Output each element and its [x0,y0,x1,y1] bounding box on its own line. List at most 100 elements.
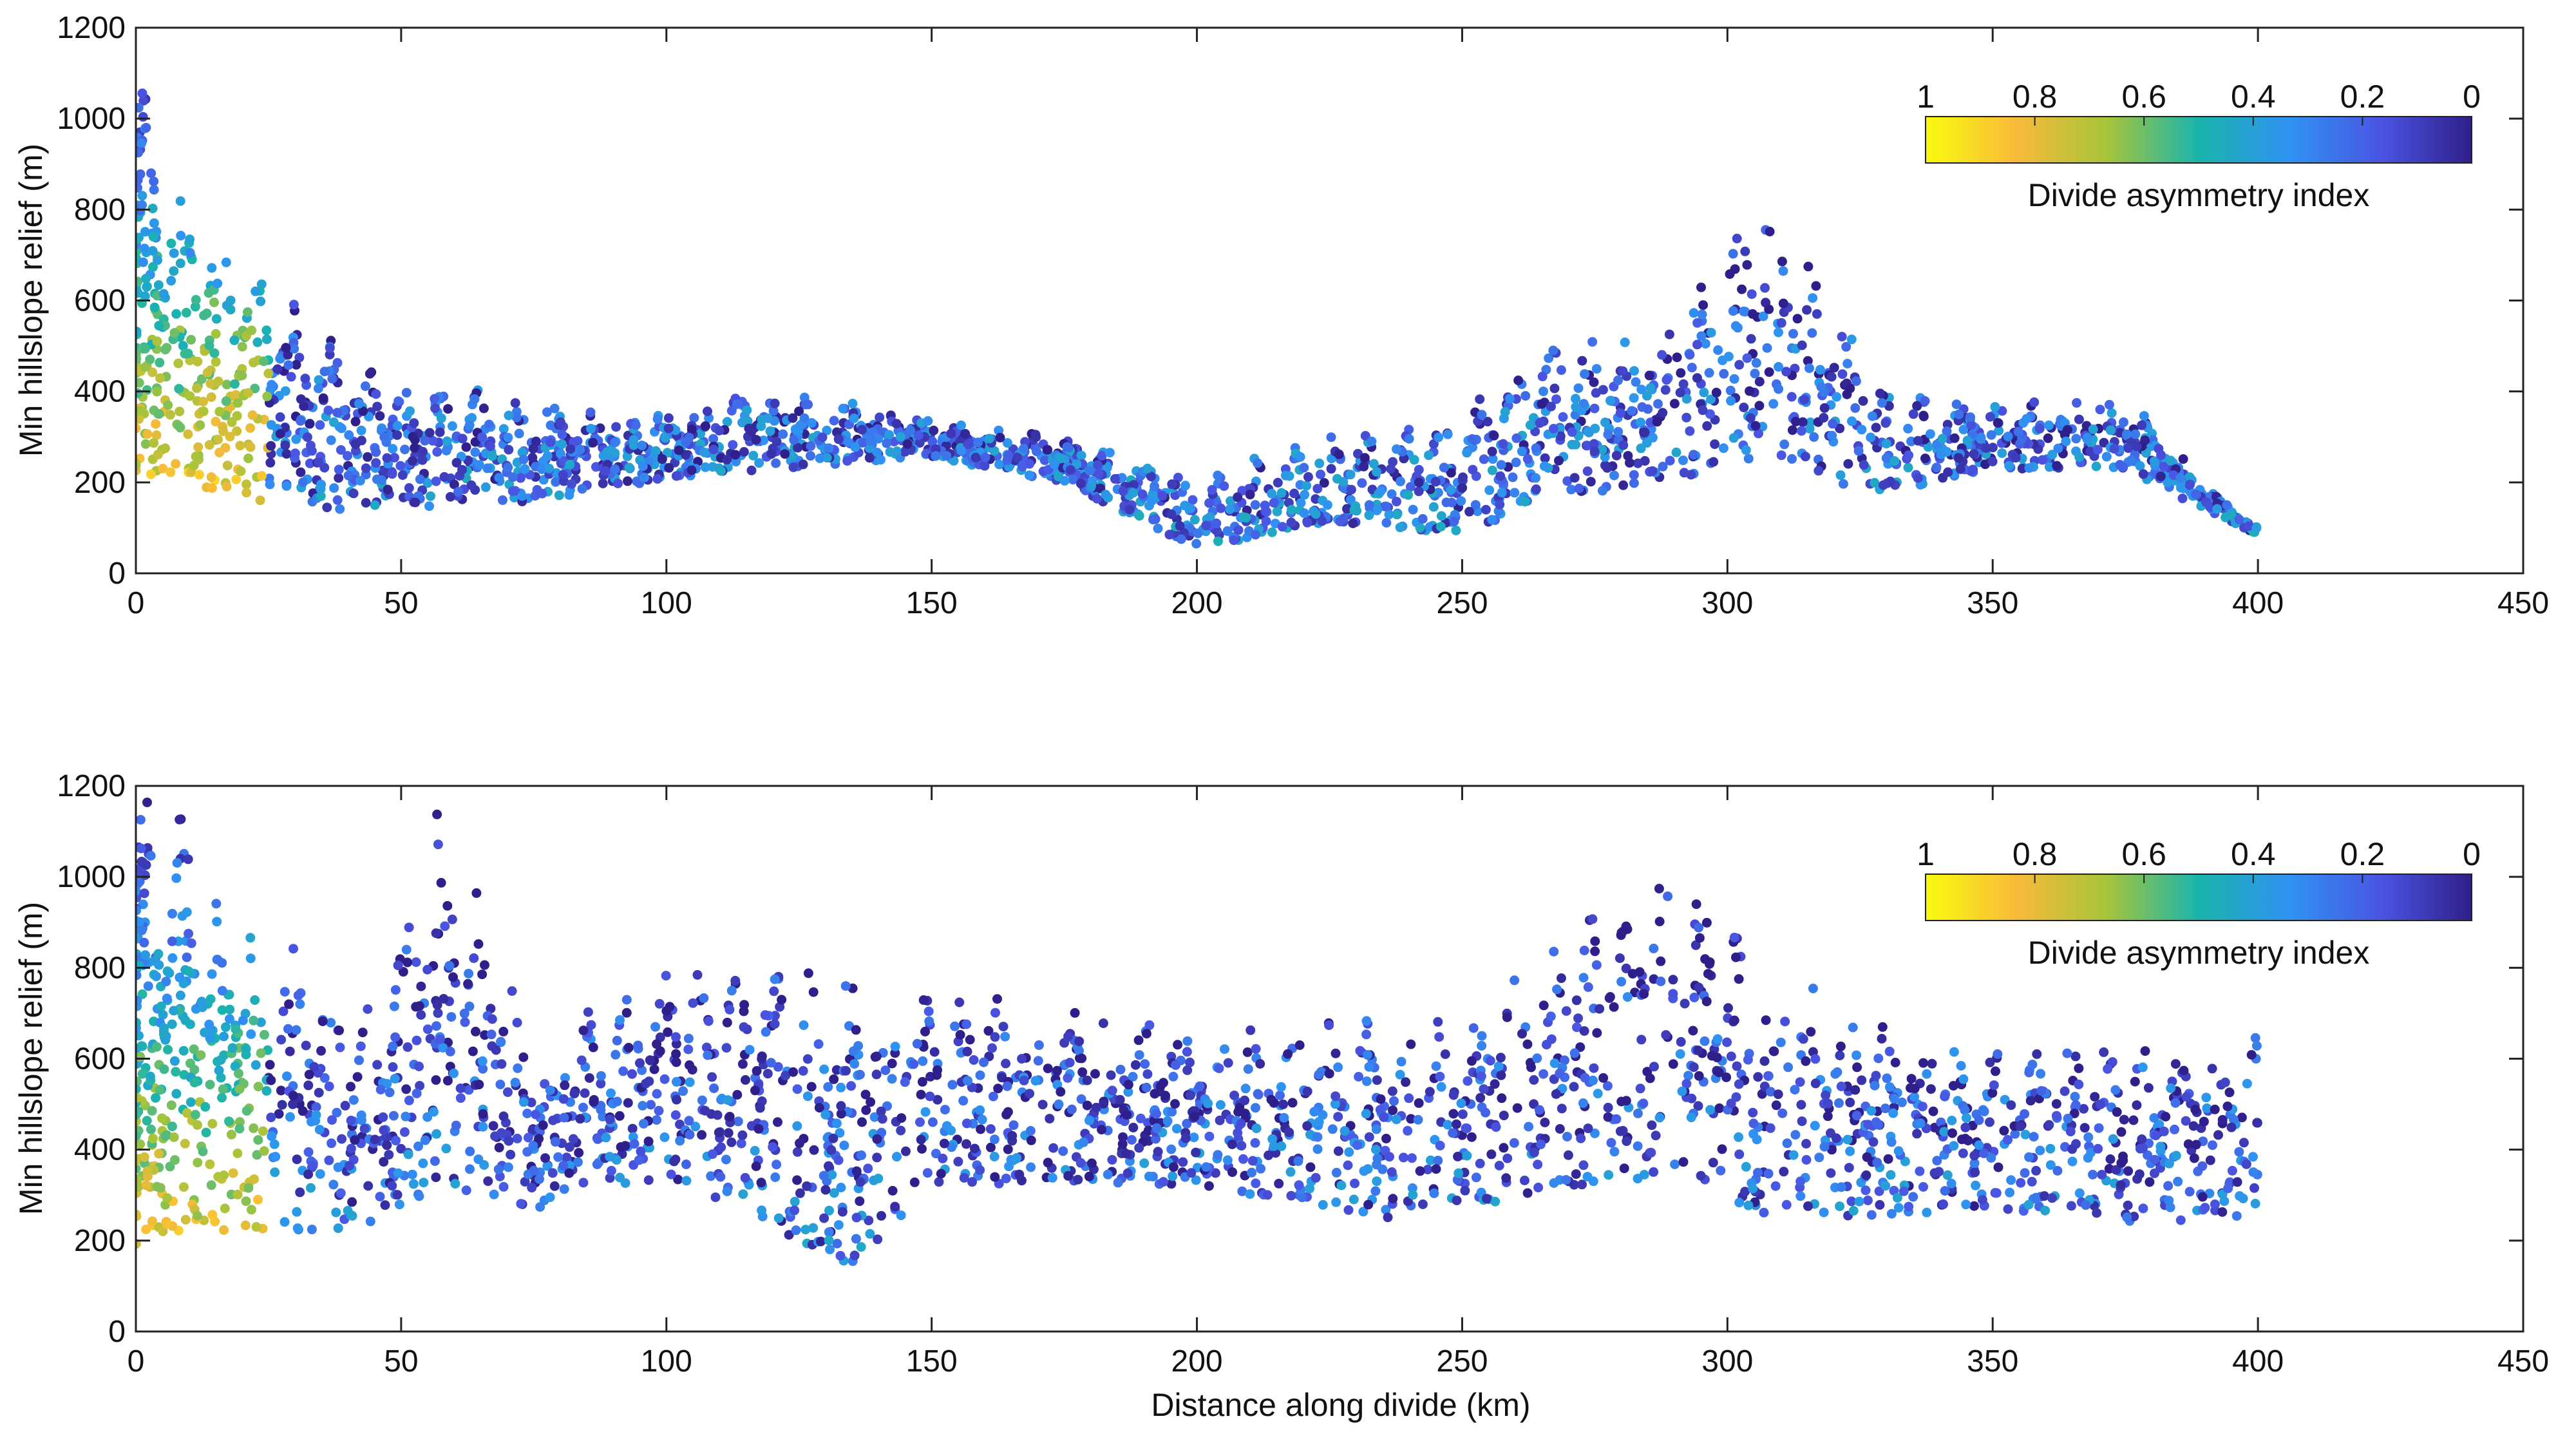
top-scatter-point [198,397,209,406]
bottom-scatter-point [1144,1171,1154,1181]
top-scatter-point [397,470,408,480]
top-scatter-point [420,435,430,446]
bottom-scatter-point [1761,1015,1771,1026]
top-scatter-point [361,498,371,508]
bottom-scatter-point [790,1196,800,1207]
top-scatter-point [994,459,1005,470]
top-scatter-point [1845,383,1855,394]
bottom-scatter-point [333,1162,343,1172]
top-scatter-point [1424,450,1434,461]
bottom-scatter-point [916,1089,926,1100]
bottom-scatter-point [1463,1076,1473,1086]
top-scatter-point [1269,498,1279,508]
bottom-scatter-point [934,1177,944,1187]
bottom-scatter-point [167,953,178,963]
bottom-scatter-point [792,1175,802,1185]
bottom-scatter-point [292,1223,303,1234]
bottom-scatter-point [450,1179,460,1189]
bottom-scatter-point [1915,1166,1925,1176]
top-scatter-point [326,435,336,445]
top-scatter-point [1903,463,1913,473]
bottom-scatter-point [1336,1180,1347,1190]
top-scatter-point [1778,298,1788,309]
bottom-scatter-point [250,995,260,1005]
top-scatter-point [794,406,804,416]
top-scatter-point [2178,454,2188,464]
bottom-scatter-point [1940,1186,1950,1196]
top-scatter-point [1554,455,1564,466]
bottom-scatter-point [576,1055,587,1065]
bottom-scatter-point [291,1025,301,1035]
top-scatter-point [136,414,144,425]
bottom-scatter-point [1616,930,1626,940]
bottom-scatter-point [391,1136,401,1146]
top-scatter-point [652,473,663,484]
top-scatter-point [980,452,990,463]
top-scatter-point [1229,535,1239,546]
top-scatter-point [1548,345,1558,356]
top-scatter-point [405,406,415,416]
top-scatter-point [946,428,956,439]
top-scatter-point [1698,405,1708,415]
bottom-scatter-point [1490,1079,1500,1089]
top-scatter-point [1685,350,1695,360]
bottom-scatter-point [1936,1117,1946,1127]
bottom-scatter-point [900,1077,910,1087]
bottom-scatter-point [461,1185,471,1196]
bottom-scatter-point [2155,1141,2166,1152]
top-scatter-point [1807,328,1817,338]
top-scatter-point [222,461,232,471]
bottom-scatter-point [189,1078,200,1087]
top-scatter-point [255,495,265,506]
top-scatter-point [520,464,530,474]
top-scatter-point [1764,367,1774,377]
bottom-scatter-point [1555,1124,1565,1134]
top-scatter-point [1049,459,1059,470]
top-scatter-point [1522,453,1533,464]
bottom-scatter-point [1371,1145,1381,1155]
bottom-scatter-point [1107,1155,1117,1165]
bottom-scatter-point [1171,1123,1182,1134]
top-scatter-point [232,411,242,421]
bottom-scatter-point [390,1032,401,1042]
top-scatter-point [298,477,308,488]
top-scatter-point [1951,399,1962,410]
bottom-scatter-point [1501,1173,1511,1183]
bottom-scatter-point [1305,1162,1316,1172]
bottom-scatter-point [234,1084,245,1094]
top-scatter-point [1357,478,1367,488]
top-scatter-point [2071,434,2081,444]
top-scatter-point [1002,438,1012,448]
top-scatter-point [383,484,393,495]
top-scatter-point [1669,399,1680,409]
bottom-scatter-point [1037,1100,1048,1110]
top-scatter-point [1671,447,1681,457]
top-scatter-point [149,438,159,448]
bottom-scatter-point [307,1225,317,1235]
bottom-scatter-point [781,1071,791,1081]
top-scatter-point [377,475,387,485]
bottom-scatter-point [1283,1049,1293,1059]
top-scatter-point [1075,479,1086,489]
top-scatter-point [806,418,817,428]
bottom-scatter-point [387,1181,397,1191]
bottom-scatter-point [344,1161,354,1171]
bottom-scatter-point [192,1210,202,1221]
bottom-scatter-point [1571,1169,1581,1179]
top-scatter-point [1302,481,1312,491]
bottom-scatter-point [896,1210,906,1221]
bottom-scatter-point [276,1085,286,1096]
bottom-scatter-point [1932,1156,1942,1166]
bottom-scatter-point [2181,1116,2191,1126]
bottom-scatter-point [2224,1087,2235,1098]
top-scatter-point [220,443,231,453]
bottom-scatter-point [292,1154,302,1165]
top-scatter-point [1636,417,1646,428]
bottom-scatter-point [947,1080,958,1090]
bottom-scatter-point [1213,1150,1223,1160]
bottom-scatter-point [182,952,192,962]
bottom-scatter-point [507,986,517,996]
bottom-scatter-point [925,1091,935,1102]
top-scatter-point [1311,509,1321,519]
